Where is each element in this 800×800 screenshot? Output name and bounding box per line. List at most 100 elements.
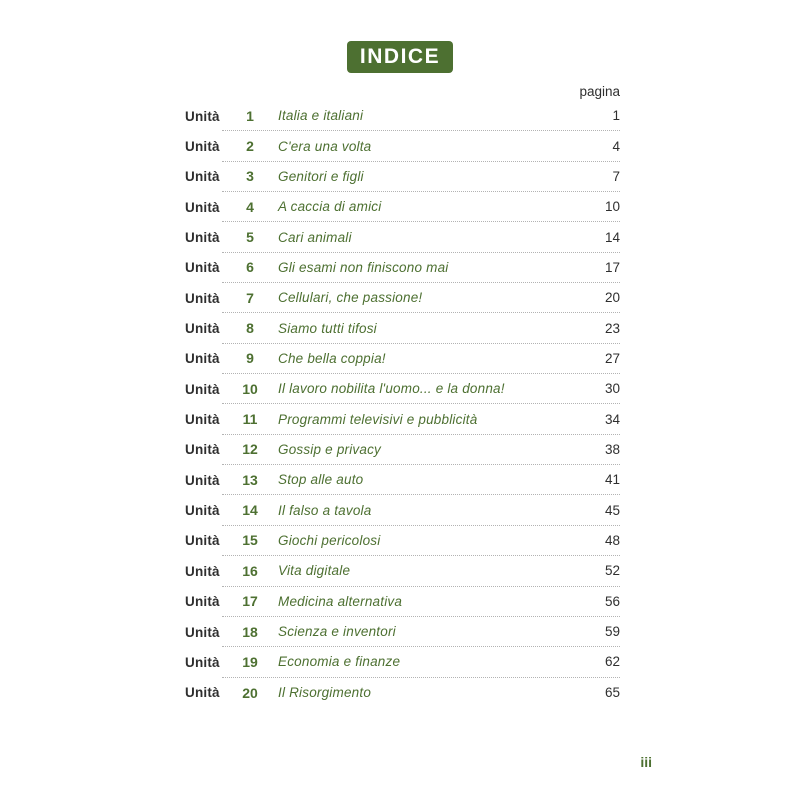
unit-label: Unità	[185, 290, 220, 306]
unit-title: Siamo tutti tifosi	[278, 320, 377, 336]
unit-number: 3	[246, 168, 254, 185]
unit-title: Programmi televisivi e pubblicità	[278, 411, 478, 427]
unit-number: 20	[242, 684, 258, 701]
table-of-contents: Unità 1 Italia e italiani 1 Unità 2 C'er…	[185, 101, 620, 708]
unit-label: Unità	[185, 108, 220, 124]
toc-row: Unità 5 Cari animali 14	[185, 222, 620, 253]
unit-number: 12	[242, 441, 258, 458]
unit-label: Unità	[185, 169, 220, 185]
page-number: 62	[604, 654, 620, 670]
toc-row: Unità 10 Il lavoro nobilita l'uomo... e …	[185, 374, 620, 405]
page-number: 7	[612, 168, 620, 184]
toc-row-line: 8 Siamo tutti tifosi 23	[222, 313, 620, 344]
toc-row-line: 14 Il falso a tavola 45	[222, 495, 620, 526]
unit-label: Unità	[185, 533, 220, 549]
unit-label: Unità	[185, 351, 220, 367]
page-number: 14	[604, 229, 620, 245]
unit-label: Unità	[185, 654, 220, 670]
unit-number: 2	[246, 138, 254, 155]
unit-number: 14	[242, 502, 258, 519]
toc-row-line: 2 C'era una volta 4	[222, 131, 620, 162]
toc-row: Unità 8 Siamo tutti tifosi 23	[185, 313, 620, 344]
unit-label: Unità	[185, 412, 220, 428]
unit-title: Il lavoro nobilita l'uomo... e la donna!	[278, 381, 505, 397]
toc-row-line: 6 Gli esami non finiscono mai 17	[222, 253, 620, 284]
toc-row-line: 12 Gossip e privacy 38	[222, 435, 620, 466]
toc-row: Unità 9 Che bella coppia! 27	[185, 344, 620, 375]
unit-title: Il Risorgimento	[278, 685, 372, 701]
unit-title: Che bella coppia!	[278, 350, 386, 366]
toc-row: Unità 12 Gossip e privacy 38	[185, 435, 620, 466]
unit-number: 19	[242, 653, 258, 670]
toc-row-line: 4 A caccia di amici 10	[222, 192, 620, 223]
unit-label: Unità	[185, 230, 220, 246]
unit-title: Il falso a tavola	[278, 502, 372, 518]
unit-number: 15	[242, 532, 258, 549]
unit-number: 4	[246, 198, 254, 215]
unit-title: Italia e italiani	[278, 108, 364, 124]
toc-row: Unità 20 Il Risorgimento 65	[185, 678, 620, 708]
unit-label: Unità	[185, 381, 220, 397]
toc-row-line: 16 Vita digitale 52	[222, 556, 620, 587]
toc-row-line: 18 Scienza e inventori 59	[222, 617, 620, 648]
unit-number: 10	[242, 380, 258, 397]
page-number: 20	[604, 290, 620, 306]
page-number: 38	[604, 441, 620, 457]
toc-row: Unità 11 Programmi televisivi e pubblici…	[185, 404, 620, 435]
unit-label: Unità	[185, 321, 220, 337]
page-number: 59	[604, 624, 620, 640]
toc-row: Unità 4 A caccia di amici 10	[185, 192, 620, 223]
toc-row-line: 5 Cari animali 14	[222, 222, 620, 253]
unit-label: Unità	[185, 685, 220, 701]
unit-number: 9	[246, 350, 254, 367]
toc-row-line: 7 Cellulari, che passione! 20	[222, 283, 620, 314]
unit-title: Giochi pericolosi	[278, 532, 381, 548]
toc-row: Unità 6 Gli esami non finiscono mai 17	[185, 253, 620, 284]
toc-row: Unità 18 Scienza e inventori 59	[185, 617, 620, 648]
page-number: 30	[604, 381, 620, 397]
unit-label: Unità	[185, 563, 220, 579]
toc-row: Unità 13 Stop alle auto 41	[185, 465, 620, 496]
unit-label: Unità	[185, 442, 220, 458]
page-number: 34	[604, 411, 620, 427]
unit-title: Stop alle auto	[278, 472, 364, 488]
toc-row: Unità 7 Cellulari, che passione! 20	[185, 283, 620, 314]
unit-label: Unità	[185, 199, 220, 215]
unit-number: 1	[246, 107, 254, 124]
toc-row-line: 15 Giochi pericolosi 48	[222, 526, 620, 557]
unit-title: Vita digitale	[278, 563, 351, 579]
unit-label: Unità	[185, 624, 220, 640]
unit-title: Genitori e figli	[278, 168, 364, 184]
page-number: 45	[604, 502, 620, 518]
page-number: 41	[604, 472, 620, 488]
unit-number: 13	[242, 471, 258, 488]
toc-row-line: 10 Il lavoro nobilita l'uomo... e la don…	[222, 374, 620, 405]
toc-row: Unità 19 Economia e finanze 62	[185, 647, 620, 678]
unit-title: A caccia di amici	[278, 199, 382, 215]
folio-page-number: iii	[640, 754, 652, 770]
toc-row: Unità 16 Vita digitale 52	[185, 556, 620, 587]
toc-row: Unità 2 C'era una volta 4	[185, 131, 620, 162]
page-number: 65	[604, 685, 620, 701]
unit-number: 5	[246, 229, 254, 246]
unit-number: 16	[242, 562, 258, 579]
unit-number: 6	[246, 259, 254, 276]
unit-label: Unità	[185, 503, 220, 519]
page-number: 56	[604, 593, 620, 609]
unit-label: Unità	[185, 260, 220, 276]
toc-row: Unità 14 Il falso a tavola 45	[185, 495, 620, 526]
toc-row-line: 9 Che bella coppia! 27	[222, 344, 620, 375]
toc-row-line: 13 Stop alle auto 41	[222, 465, 620, 496]
page-number: 1	[612, 108, 620, 124]
page-column-label: pagina	[579, 84, 620, 99]
toc-row: Unità 3 Genitori e figli 7	[185, 162, 620, 193]
indice-title-box: INDICE	[347, 41, 453, 73]
toc-row-line: 17 Medicina alternativa 56	[222, 587, 620, 617]
unit-title: Cari animali	[278, 229, 352, 245]
unit-number: 17	[242, 593, 258, 610]
unit-label: Unità	[185, 139, 220, 155]
toc-row: Unità 17 Medicina alternativa 56	[185, 587, 620, 617]
page-number: 4	[612, 138, 620, 154]
unit-title: Economia e finanze	[278, 654, 401, 670]
unit-title: Cellulari, che passione!	[278, 290, 423, 306]
